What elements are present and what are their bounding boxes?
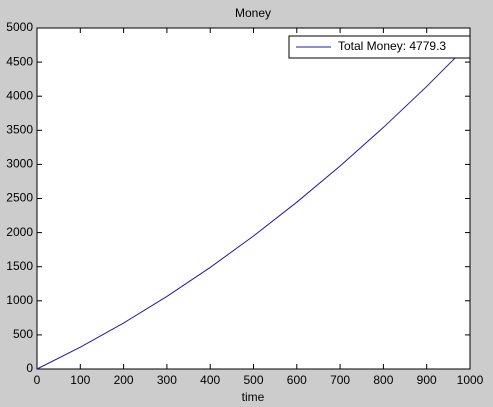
y-tick-label: 3000 (6, 157, 33, 171)
chart-title: Money (235, 6, 271, 20)
x-tick-label: 0 (34, 373, 41, 387)
x-tick-label: 100 (70, 373, 90, 387)
x-tick-label: 300 (157, 373, 177, 387)
x-tick-label: 200 (114, 373, 134, 387)
x-tick-label: 900 (417, 373, 437, 387)
x-tick-label: 500 (243, 373, 263, 387)
x-tick-label: 800 (373, 373, 393, 387)
plot-area (36, 27, 471, 370)
legend-box (288, 35, 471, 59)
y-tick-label: 2000 (6, 225, 33, 239)
y-tick-label: 0 (26, 361, 33, 375)
x-tick-label: 1000 (457, 373, 484, 387)
x-tick-label: 600 (287, 373, 307, 387)
x-tick-label: 400 (200, 373, 220, 387)
x-tick-label: 700 (330, 373, 350, 387)
y-tick-label: 3500 (6, 122, 33, 136)
y-tick-label: 4000 (6, 88, 33, 102)
y-tick-label: 500 (13, 327, 33, 341)
y-tick-label: 1500 (6, 259, 33, 273)
legend-label: Total Money: 4779.3 (338, 39, 446, 53)
y-tick-label: 1000 (6, 293, 33, 307)
data-line (36, 42, 471, 370)
y-tick-label: 4500 (6, 54, 33, 68)
x-axis-label: time (242, 390, 265, 404)
y-tick-label: 5000 (6, 20, 33, 34)
y-tick-label: 2500 (6, 191, 33, 205)
